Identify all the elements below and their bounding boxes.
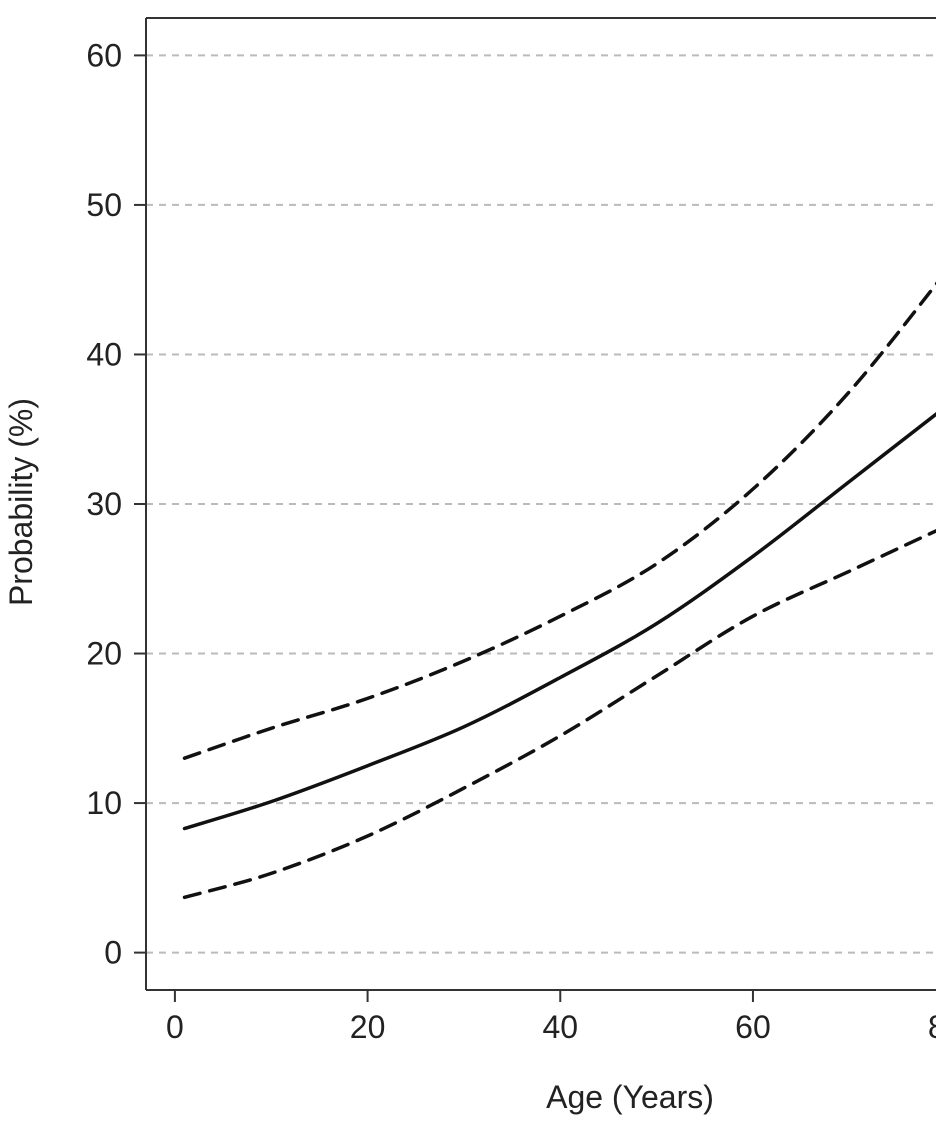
y-tick-label: 0 [104,935,122,971]
series-group [182,281,936,900]
x-tick-label: 80 [928,1009,936,1045]
gridlines [146,54,936,954]
axis-ticks: 0 10 20 30 40 50 60 0 20 40 60 80 [86,37,936,1045]
y-tick-label: 20 [86,636,122,672]
upper-bound-line [182,281,936,760]
y-tick-label: 50 [86,187,122,223]
y-tick-label: 60 [86,37,122,73]
x-tick-label: 40 [542,1009,578,1045]
y-tick-label: 30 [86,486,122,522]
y-tick-label: 10 [86,785,122,821]
x-tick-label: 0 [166,1009,184,1045]
y-axis-title: Probability (%) [3,398,39,606]
x-tick-label: 60 [735,1009,771,1045]
lower-bound-line [182,528,936,900]
x-tick-label: 20 [350,1009,386,1045]
x-axis-title: Age (Years) [546,1079,714,1115]
y-tick-label: 40 [86,336,122,372]
estimate-line [182,412,936,831]
